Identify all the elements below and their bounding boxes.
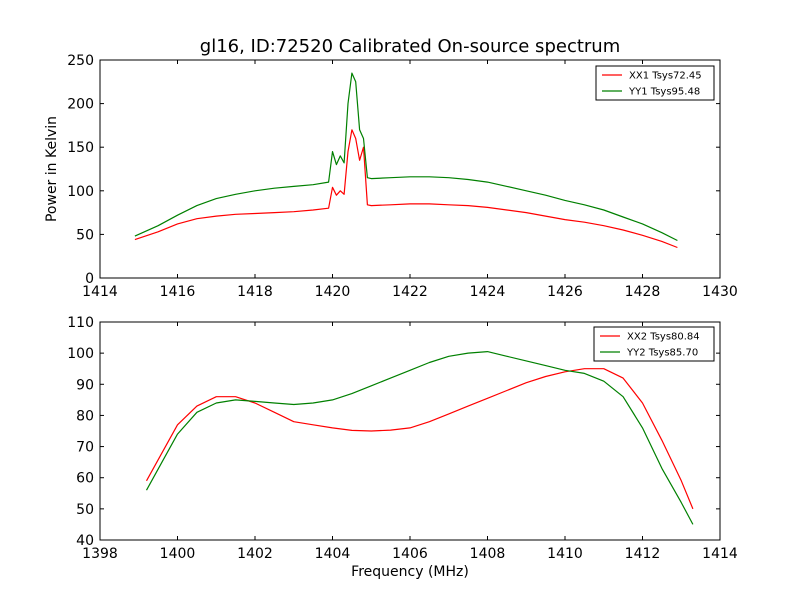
- y-tick-label: 100: [67, 346, 94, 362]
- x-axis-label: Frequency (MHz): [351, 564, 469, 580]
- x-tick-label: 1412: [625, 546, 661, 562]
- y-tick-label: 50: [76, 227, 94, 243]
- top-panel: 1414 1416 1418 1420 1422 1424 1426 1428 1430 0 50 1…: [67, 53, 738, 300]
- y-tick-label: 110: [67, 315, 94, 331]
- x-tick-label: 1402: [237, 546, 273, 562]
- x-tick-label: 1422: [392, 284, 428, 300]
- x-tick-label: 1406: [392, 546, 428, 562]
- legend-label-1: XX1 Tsys72.45: [629, 71, 702, 82]
- y-tick-label: 250: [67, 53, 94, 69]
- chart-title: gl16, ID:72520 Calibrated On-source spec…: [200, 36, 620, 57]
- bottom-panel: 1398 1400 1402 1404 1406 1408 1410 1412 1414 40 50…: [67, 315, 738, 562]
- y-axis-label: Power in Kelvin: [44, 116, 60, 222]
- x-tick-label: 1410: [547, 546, 583, 562]
- x-tick-label: 1430: [702, 284, 738, 300]
- y-tick-label: 150: [67, 140, 94, 156]
- series-line-2: [134, 72, 678, 242]
- x-tick-label: 1398: [82, 546, 118, 562]
- x-tick-label: 1414: [82, 284, 118, 300]
- legend-box: [593, 326, 715, 362]
- y-tick-label: 90: [76, 377, 94, 393]
- series-line-1: [134, 129, 678, 249]
- x-tick-label: 1424: [470, 284, 506, 300]
- x-tick-label: 1428: [625, 284, 661, 300]
- legend-label-2: YY1 Tsys95.48: [628, 87, 700, 98]
- y-tick-label: 200: [67, 97, 94, 113]
- legend-label-1: XX2 Tsys80.84: [627, 332, 700, 343]
- series-line-1: [145, 368, 694, 510]
- x-tick-label: 1416: [160, 284, 196, 300]
- x-tick-label: 1404: [315, 546, 351, 562]
- series-line-2: [145, 351, 694, 525]
- x-tick-label: 1420: [315, 284, 351, 300]
- x-tick-label: 1426: [547, 284, 583, 300]
- legend-box: [595, 65, 715, 101]
- y-tick-label: 0: [85, 271, 94, 287]
- x-tick-label: 1414: [702, 546, 738, 562]
- y-tick-label: 100: [67, 184, 94, 200]
- x-tick-label: 1418: [237, 284, 273, 300]
- legend: XX1 Tsys72.45 YY1 Tsys95.48: [595, 65, 715, 101]
- x-tick-label: 1400: [160, 546, 196, 562]
- y-tick-label: 70: [76, 440, 94, 456]
- y-tick-label: 80: [76, 408, 94, 424]
- legend-label-2: YY2 Tsys85.70: [626, 348, 698, 359]
- legend: XX2 Tsys80.84 YY2 Tsys85.70: [593, 326, 715, 362]
- y-tick-label: 40: [76, 533, 94, 549]
- y-tick-label: 60: [76, 471, 94, 487]
- y-tick-label: 50: [76, 502, 94, 518]
- x-tick-label: 1408: [470, 546, 506, 562]
